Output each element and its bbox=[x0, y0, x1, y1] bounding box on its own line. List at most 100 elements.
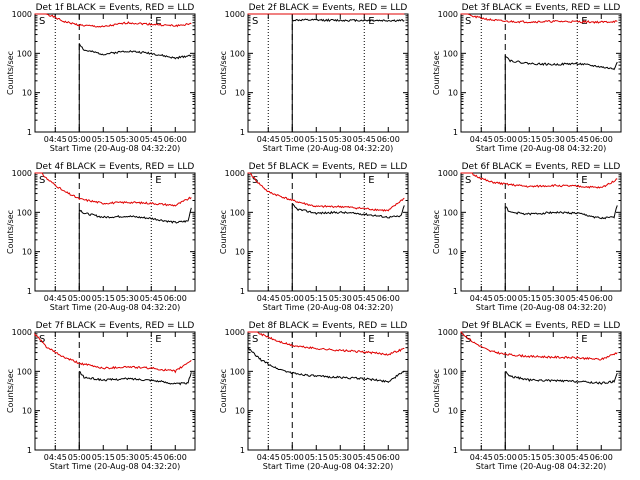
x-tick-label: 05:30 bbox=[116, 453, 139, 462]
start-marker: S bbox=[465, 16, 471, 27]
chart-title: Det 2f BLACK = Events, RED = LLD bbox=[249, 3, 408, 13]
y-tick-label: 1000 bbox=[438, 328, 458, 337]
x-tick-label: 06:00 bbox=[377, 135, 400, 144]
x-tick-label: 05:15 bbox=[92, 294, 115, 303]
events-series-line bbox=[78, 207, 192, 224]
events-series-line bbox=[78, 43, 192, 60]
x-axis-label: Start Time (20-Aug-08 04:32:20) bbox=[263, 462, 394, 471]
chart-title: Det 7f BLACK = Events, RED = LLD bbox=[36, 321, 195, 331]
x-tick-label: 05:30 bbox=[542, 453, 565, 462]
x-tick-label: 05:00 bbox=[281, 135, 304, 144]
lld-series-line bbox=[247, 172, 405, 212]
y-tick-label: 100 bbox=[443, 367, 458, 376]
plot-frame bbox=[34, 13, 196, 133]
x-tick-label: 06:00 bbox=[590, 135, 613, 144]
lld-series-line bbox=[34, 13, 192, 28]
y-tick-label: 10 bbox=[448, 248, 458, 257]
y-axis-label: Counts/sec bbox=[6, 369, 15, 413]
x-tick-label: 05:45 bbox=[566, 135, 589, 144]
x-tick-label: 05:15 bbox=[305, 453, 328, 462]
x-tick-label: 04:45 bbox=[44, 294, 67, 303]
end-marker: E bbox=[155, 175, 161, 186]
y-tick-label: 1000 bbox=[225, 328, 245, 337]
y-tick-label: 1000 bbox=[12, 328, 32, 337]
x-tick-label: 05:30 bbox=[116, 294, 139, 303]
y-tick-label: 1 bbox=[27, 446, 32, 455]
x-axis-label: Start Time (20-Aug-08 04:32:20) bbox=[476, 144, 607, 153]
x-tick-label: 04:45 bbox=[470, 294, 493, 303]
x-tick-label: 05:45 bbox=[140, 294, 163, 303]
chart-title: Det 3f BLACK = Events, RED = LLD bbox=[462, 3, 621, 13]
y-axis-label: Counts/sec bbox=[432, 210, 441, 254]
y-tick-label: 100 bbox=[230, 367, 245, 376]
events-series-line bbox=[504, 55, 618, 71]
x-tick-label: 05:00 bbox=[281, 294, 304, 303]
plot-frame bbox=[460, 172, 622, 292]
end-marker: E bbox=[368, 334, 374, 345]
start-marker: S bbox=[39, 175, 45, 186]
x-tick-label: 05:45 bbox=[353, 135, 376, 144]
end-marker: E bbox=[368, 16, 374, 27]
end-marker: E bbox=[155, 334, 161, 345]
y-tick-label: 1 bbox=[453, 128, 458, 137]
x-tick-label: 05:15 bbox=[305, 294, 328, 303]
lld-series-line bbox=[460, 331, 618, 361]
x-tick-label: 04:45 bbox=[257, 294, 280, 303]
y-axis-label: Counts/sec bbox=[219, 210, 228, 254]
x-tick-label: 05:30 bbox=[329, 294, 352, 303]
x-tick-label: 05:45 bbox=[566, 294, 589, 303]
x-tick-label: 05:30 bbox=[329, 453, 352, 462]
events-series-line bbox=[247, 346, 405, 383]
x-tick-label: 05:00 bbox=[281, 453, 304, 462]
y-tick-label: 1000 bbox=[438, 10, 458, 19]
plot-frame bbox=[34, 172, 196, 292]
chart-title: Det 6f BLACK = Events, RED = LLD bbox=[462, 162, 621, 172]
plot-frame bbox=[34, 331, 196, 451]
y-tick-label: 1 bbox=[453, 287, 458, 296]
chart-title: Det 4f BLACK = Events, RED = LLD bbox=[36, 162, 195, 172]
x-tick-label: 05:30 bbox=[542, 135, 565, 144]
x-tick-label: 06:00 bbox=[164, 453, 187, 462]
x-tick-label: 05:45 bbox=[353, 294, 376, 303]
x-axis-label: Start Time (20-Aug-08 04:32:20) bbox=[476, 303, 607, 312]
y-tick-label: 10 bbox=[22, 89, 32, 98]
x-tick-label: 05:45 bbox=[140, 135, 163, 144]
x-tick-label: 05:00 bbox=[68, 135, 91, 144]
end-marker: E bbox=[581, 334, 587, 345]
x-tick-label: 05:15 bbox=[92, 453, 115, 462]
y-tick-label: 1 bbox=[27, 287, 32, 296]
y-tick-label: 10 bbox=[448, 407, 458, 416]
x-tick-label: 05:15 bbox=[518, 453, 541, 462]
chart-title: Det 5f BLACK = Events, RED = LLD bbox=[249, 162, 408, 172]
x-tick-label: 05:30 bbox=[116, 135, 139, 144]
x-tick-label: 05:15 bbox=[92, 135, 115, 144]
y-tick-label: 100 bbox=[230, 208, 245, 217]
lld-series-line bbox=[34, 333, 192, 374]
x-axis-label: Start Time (20-Aug-08 04:32:20) bbox=[50, 144, 181, 153]
y-tick-label: 1 bbox=[453, 446, 458, 455]
x-axis-label: Start Time (20-Aug-08 04:32:20) bbox=[263, 144, 394, 153]
y-axis-label: Counts/sec bbox=[219, 369, 228, 413]
x-tick-label: 06:00 bbox=[164, 135, 187, 144]
y-tick-label: 100 bbox=[230, 49, 245, 58]
x-axis-label: Start Time (20-Aug-08 04:32:20) bbox=[50, 462, 181, 471]
y-axis-label: Counts/sec bbox=[6, 210, 15, 254]
x-axis-label: Start Time (20-Aug-08 04:32:20) bbox=[263, 303, 394, 312]
start-marker: S bbox=[39, 16, 45, 27]
y-tick-label: 1 bbox=[27, 128, 32, 137]
y-tick-label: 1 bbox=[240, 287, 245, 296]
y-tick-label: 10 bbox=[235, 407, 245, 416]
y-axis-label: Counts/sec bbox=[6, 51, 15, 95]
y-tick-label: 100 bbox=[17, 208, 32, 217]
lld-series-line bbox=[34, 172, 192, 207]
lld-series-line bbox=[247, 331, 405, 356]
y-tick-label: 100 bbox=[443, 208, 458, 217]
y-tick-label: 1 bbox=[240, 128, 245, 137]
y-tick-label: 1000 bbox=[12, 169, 32, 178]
y-axis-label: Counts/sec bbox=[432, 369, 441, 413]
plot-frame bbox=[247, 331, 409, 451]
start-marker: S bbox=[465, 175, 471, 186]
x-tick-label: 04:45 bbox=[44, 135, 67, 144]
y-tick-label: 1000 bbox=[225, 169, 245, 178]
y-tick-label: 10 bbox=[22, 407, 32, 416]
